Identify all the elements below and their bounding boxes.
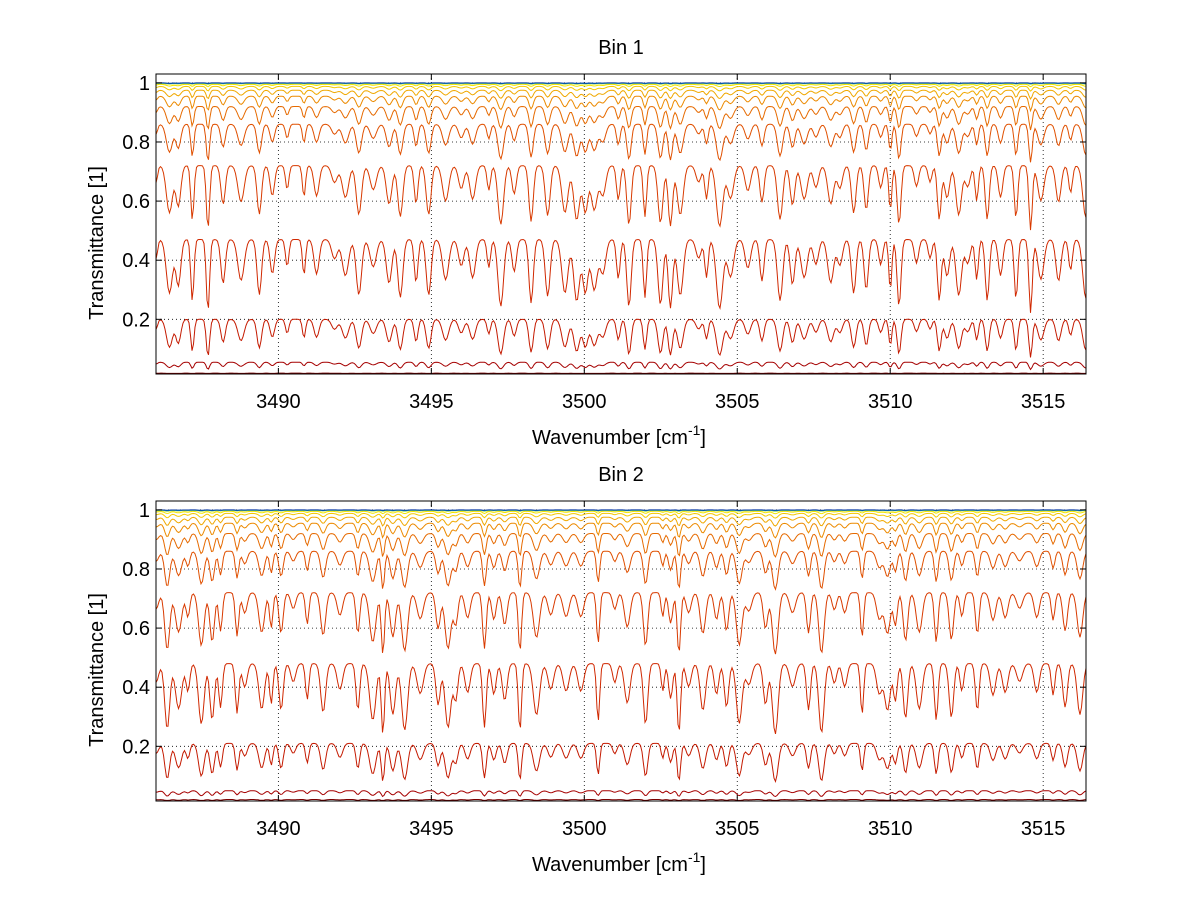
panel-1-y-tick-label: 0.4 <box>122 250 150 272</box>
panel-2-series-line <box>155 522 1087 539</box>
panel-1-x-tick-label: 3495 <box>409 391 454 413</box>
panel-2-series-line <box>155 592 1087 655</box>
panel-bin-1: Bin 1 3490 3495 3500 3505 3510 3515 0.2 0.4 0.6 0… <box>86 37 1087 449</box>
panel-1-series-line <box>155 165 1087 231</box>
panel-2-x-tick-label: 3495 <box>409 818 454 840</box>
panel-1-series-line <box>155 95 1087 113</box>
panel-1-series-line <box>155 83 1087 88</box>
panel-2-axes-box <box>155 500 1087 802</box>
panel-2-plot-area <box>155 509 1087 801</box>
panel-2-x-axis-label-sup: -1 <box>688 849 701 865</box>
panel-1-x-axis-label-main: Wavenumber [cm <box>532 427 688 449</box>
panel-2-y-tick-label: 1 <box>139 500 150 522</box>
panel-1-series-line <box>155 361 1087 371</box>
panel-1-x-tick-label: 3500 <box>562 391 607 413</box>
panel-1-x-axis-label-sup: -1 <box>688 422 701 438</box>
panel-2-x-tick-label: 3505 <box>715 818 760 840</box>
panel-2-x-tick-label: 3510 <box>868 818 913 840</box>
panel-1-series-line <box>155 89 1087 101</box>
panel-2-series-line <box>155 550 1087 591</box>
panel-1-x-axis-label-tail: ] <box>700 427 706 449</box>
panel-2-series-line <box>155 790 1087 798</box>
panel-2-series-line <box>155 532 1087 558</box>
panel-1-y-tick-label: 0.6 <box>122 191 150 213</box>
panel-1-x-axis-label: Wavenumber [cm-1] <box>532 422 706 449</box>
panel-2-title: Bin 2 <box>598 464 644 486</box>
panel-2-y-tick-label: 0.8 <box>122 559 150 581</box>
panel-2-x-axis-label-tail: ] <box>700 854 706 876</box>
panel-2-series-line <box>156 798 1087 801</box>
panel-1-x-tick-label: 3515 <box>1021 391 1066 413</box>
panel-1-x-tick-label: 3510 <box>868 391 913 413</box>
panel-1-x-tick-label: 3505 <box>715 391 760 413</box>
panel-2-y-tick-label: 0.2 <box>122 736 150 758</box>
panel-1-series-line <box>155 238 1087 313</box>
panel-1-series-line <box>155 105 1087 131</box>
panel-1-y-tick-label: 0.2 <box>122 309 150 331</box>
panel-2-series-line <box>155 510 1087 515</box>
panel-2-y-tick-label: 0.6 <box>122 618 150 640</box>
panel-2-x-tick-label: 3515 <box>1021 818 1066 840</box>
panel-1-plot-area <box>155 82 1087 374</box>
panel-1-series-line <box>155 123 1087 163</box>
panel-2-x-axis-label: Wavenumber [cm-1] <box>532 849 706 876</box>
panel-1-y-tick-label: 0.8 <box>122 132 150 154</box>
panel-2-x-tick-label: 3490 <box>256 818 301 840</box>
panel-bin-2: Bin 2 3490 3495 3500 3505 3510 3515 0.2 0.4 0.6 0… <box>86 464 1087 876</box>
panel-1-y-tick-label: 1 <box>139 73 150 95</box>
panel-2-x-axis-label-main: Wavenumber [cm <box>532 854 688 876</box>
panel-1-series-line <box>155 85 1087 92</box>
panel-1-y-axis-label: Transmittance [1] <box>86 166 108 320</box>
panel-2-y-axis-label: Transmittance [1] <box>86 593 108 747</box>
panel-1-title: Bin 1 <box>598 37 644 59</box>
panel-2-x-tick-label: 3500 <box>562 818 607 840</box>
panel-2-series-line <box>155 512 1087 519</box>
panel-1-x-tick-label: 3490 <box>256 391 301 413</box>
panel-2-ticks: 3490 3495 3500 3505 3510 3515 0.2 0.4 0.6 0.8 1 <box>122 500 1086 840</box>
panel-1-series-line <box>155 318 1087 358</box>
panel-2-series-line <box>155 742 1087 783</box>
panel-2-series-line <box>155 516 1087 527</box>
panel-1-ticks: 3490 3495 3500 3505 3510 3515 0.2 0.4 0.6 0.8 1 <box>122 73 1086 413</box>
panel-2-series-line <box>155 663 1087 735</box>
panel-2-y-tick-label: 0.4 <box>122 677 150 699</box>
panel-1-axes-box <box>155 73 1087 375</box>
